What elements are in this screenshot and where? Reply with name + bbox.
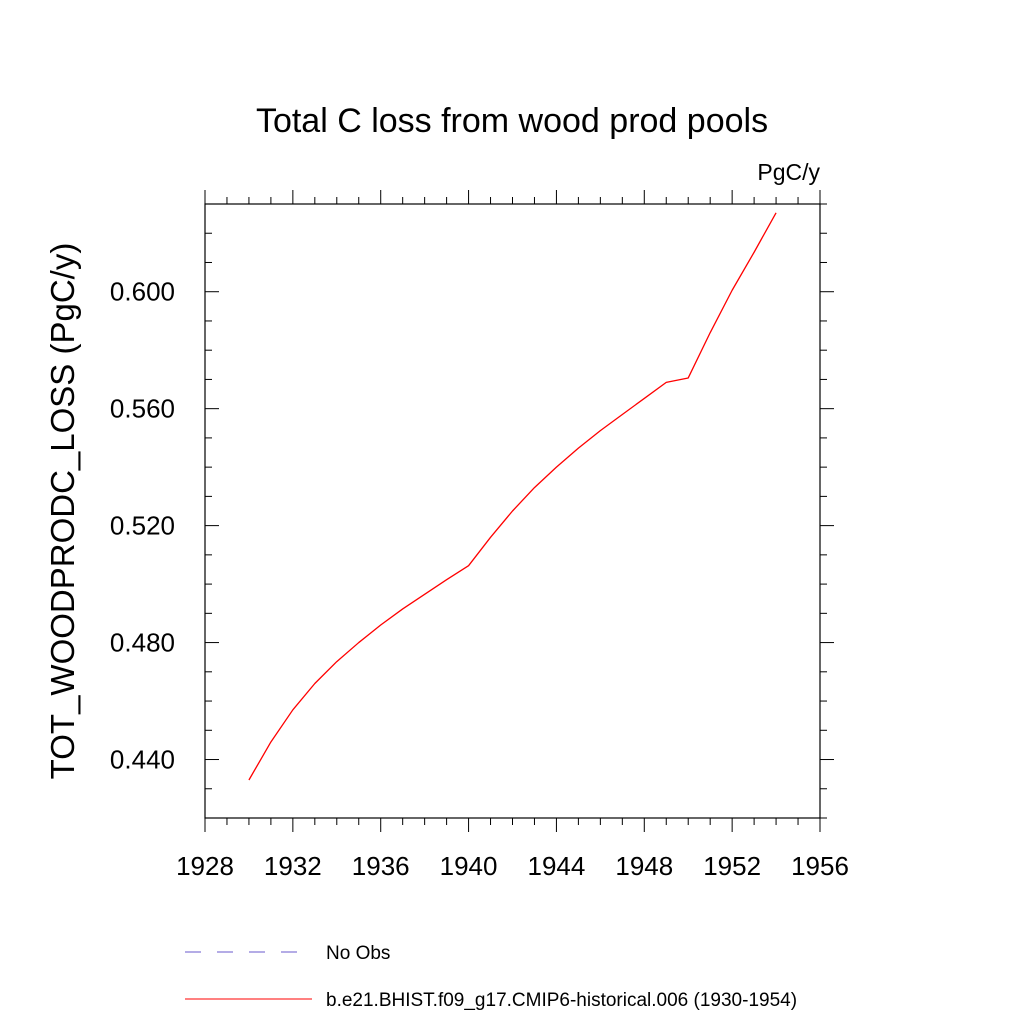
- units-label: PgC/y: [757, 159, 820, 185]
- y-tick-label: 0.560: [110, 394, 175, 424]
- chart-title: Total C loss from wood prod pools: [256, 102, 768, 140]
- x-tick-label: 1936: [352, 851, 410, 881]
- x-tick-label: 1940: [440, 851, 498, 881]
- x-tick-label: 1948: [615, 851, 673, 881]
- y-axis-label: TOT_WOODPRODC_LOSS (PgC/y): [44, 243, 81, 780]
- legend-label: b.e21.BHIST.f09_g17.CMIP6-historical.006…: [326, 990, 797, 1011]
- x-tick-label: 1944: [528, 851, 586, 881]
- y-tick-label: 0.440: [110, 745, 175, 775]
- y-tick-label: 0.600: [110, 277, 175, 307]
- x-tick-label: 1932: [264, 851, 322, 881]
- axis-ticks: 1928 1932 1936 1940 1944 1948 1952 1956 0.440 0.4…: [110, 190, 849, 881]
- legend-label: No Obs: [326, 943, 390, 964]
- series-line: [248, 212, 777, 781]
- x-tick-label: 1928: [176, 851, 234, 881]
- series-layer: [248, 212, 777, 781]
- y-tick-label: 0.480: [110, 628, 175, 658]
- x-tick-label: 1952: [703, 851, 761, 881]
- legend: No Obs b.e21.BHIST.f09_g17.CMIP6-historic…: [185, 943, 797, 1011]
- y-tick-label: 0.520: [110, 511, 175, 541]
- x-tick-label: 1956: [791, 851, 849, 881]
